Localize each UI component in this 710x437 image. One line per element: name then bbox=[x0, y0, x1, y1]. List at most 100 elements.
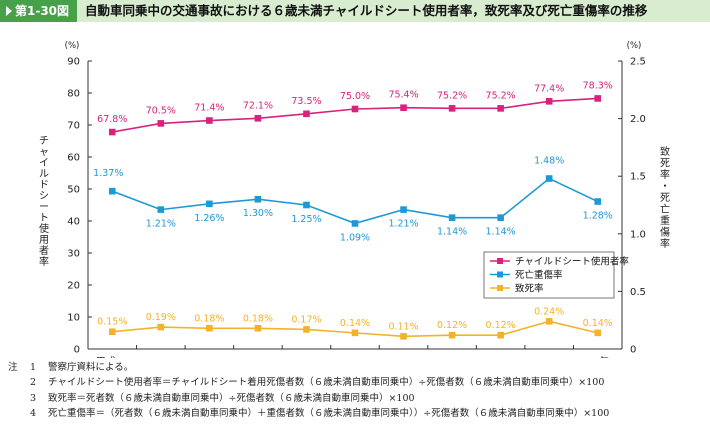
left-axis-title: チャイルドシート使用者率 bbox=[39, 135, 49, 268]
note-text: 警察庁資料による。 bbox=[48, 362, 134, 373]
data-label: 0.18% bbox=[243, 313, 273, 324]
data-label: 75.4% bbox=[388, 90, 418, 101]
data-point bbox=[497, 331, 504, 339]
left-tick-label: 70 bbox=[67, 121, 80, 132]
left-tick-label: 60 bbox=[67, 153, 80, 164]
right-tick-label: 2.0 bbox=[630, 114, 646, 125]
data-point bbox=[108, 128, 116, 136]
data-label: 0.12% bbox=[437, 320, 467, 331]
data-label: 0.18% bbox=[194, 313, 224, 324]
data-point bbox=[108, 187, 116, 195]
data-label: 1.26% bbox=[194, 213, 224, 224]
data-point bbox=[254, 324, 262, 332]
data-point bbox=[594, 329, 602, 337]
figure-header: 第1-30図 自動車同乗中の交通事故における６歳未満チャイルドシート使用者率，致… bbox=[0, 0, 710, 22]
right-tick-label: 1.0 bbox=[630, 229, 646, 240]
data-point bbox=[206, 117, 213, 124]
data-point bbox=[108, 328, 116, 336]
note-number: 1 bbox=[30, 362, 37, 373]
chart-axes: 0 10 20 30 40 50 60 70 80 90 0 0.5 1.0 1.5 2.0 2.5 平成20 2… bbox=[39, 41, 670, 358]
data-label: 1.30% bbox=[243, 208, 273, 219]
data-label: 0.19% bbox=[146, 312, 176, 323]
data-point bbox=[594, 95, 602, 102]
data-label: 1.09% bbox=[340, 232, 370, 243]
note-item-4: 4 死亡重傷率＝（死者数（６歳未満自動車同乗中）＋重傷者数（６歳未満自動車同乗中）… bbox=[8, 406, 609, 421]
x-tick-label: 25 bbox=[349, 357, 362, 358]
data-label: 0.24% bbox=[534, 306, 564, 317]
data-point bbox=[157, 323, 165, 331]
right-tick-label: 1.5 bbox=[630, 172, 646, 183]
note-text: 死亡重傷率＝（死者数（６歳未満自動車同乗中）＋重傷者数（６歳未満自動車同乗中））… bbox=[48, 408, 610, 420]
right-axis-unit: (%) bbox=[627, 41, 642, 51]
legend-label: 致死率 bbox=[515, 283, 544, 295]
right-tick-label: 2.5 bbox=[630, 57, 646, 68]
data-point bbox=[206, 324, 213, 332]
left-tick-label: 80 bbox=[67, 89, 80, 100]
left-tick-label: 90 bbox=[67, 57, 80, 68]
data-label: 0.12% bbox=[486, 320, 516, 331]
legend-marker bbox=[497, 285, 503, 291]
data-point bbox=[545, 175, 553, 182]
data-label: 67.8% bbox=[97, 114, 127, 125]
legend-label: チャイルドシート使用者率 bbox=[515, 256, 629, 268]
data-label: 73.5% bbox=[291, 96, 321, 107]
note-text: 致死率＝死者数（６歳未満自動車同乗中）÷死傷者数（６歳未満自動車同乗中）×100 bbox=[48, 392, 415, 404]
data-point bbox=[254, 114, 262, 122]
data-label: 1.21% bbox=[388, 219, 418, 230]
data-label: 1.48% bbox=[534, 156, 564, 167]
triangle-icon bbox=[6, 6, 12, 16]
data-point bbox=[351, 329, 359, 337]
data-label: 1.14% bbox=[486, 227, 516, 238]
data-point bbox=[594, 198, 602, 205]
data-label: 75.2% bbox=[486, 90, 516, 101]
data-label: 0.11% bbox=[388, 321, 418, 332]
x-tick-label: 26 bbox=[397, 357, 410, 358]
series-line bbox=[112, 97, 598, 133]
left-tick-label: 40 bbox=[67, 217, 80, 228]
data-point bbox=[303, 201, 310, 209]
x-tick-label: 23 bbox=[252, 357, 265, 358]
x-tick-label: 21 bbox=[154, 357, 167, 358]
right-axis-title: 致死率・死亡重傷率 bbox=[660, 145, 670, 250]
line-chart: 0 10 20 30 40 50 60 70 80 90 0 0.5 1.0 1.5 2.0 2.5 平成20 2… bbox=[39, 41, 670, 358]
left-axis-unit: (%) bbox=[65, 41, 80, 51]
data-point bbox=[157, 120, 165, 127]
right-tick-label: 0 bbox=[630, 345, 636, 356]
notes-heading: 注 bbox=[8, 362, 18, 373]
figure-title: 自動車同乗中の交通事故における６歳未満チャイルドシート使用者率，致死率及び死亡重… bbox=[85, 3, 648, 18]
data-point bbox=[351, 105, 359, 113]
legend-marker bbox=[497, 258, 503, 264]
data-label: 1.25% bbox=[291, 214, 321, 225]
note-number: 2 bbox=[30, 377, 37, 389]
data-point bbox=[303, 326, 310, 333]
x-tick-label: 27 bbox=[446, 357, 459, 358]
note-item-3: 3 致死率＝死者数（６歳未満自動車同乗中）÷死傷者数（６歳未満自動車同乗中）×10… bbox=[8, 391, 609, 406]
data-point bbox=[448, 214, 456, 221]
data-label: 1.28% bbox=[583, 211, 613, 222]
right-tick-label: 0.5 bbox=[630, 287, 646, 298]
x-tick-label: 29 bbox=[543, 357, 556, 358]
data-label: 70.5% bbox=[146, 105, 176, 116]
data-point bbox=[351, 220, 359, 227]
note-number: 4 bbox=[30, 408, 37, 420]
left-tick-label: 50 bbox=[67, 185, 80, 196]
left-tick-label: 20 bbox=[67, 281, 80, 292]
data-label: 1.37% bbox=[93, 168, 123, 179]
notes-section: 注 1 警察庁資料による。 2 チャイルドシート使用者率＝チャイルドシート着用死傷者数… bbox=[8, 360, 609, 422]
data-label: 71.4% bbox=[194, 103, 224, 114]
left-tick-label: 30 bbox=[67, 249, 80, 260]
data-label: 1.21% bbox=[146, 219, 176, 230]
data-point bbox=[448, 105, 456, 112]
data-label: 75.0% bbox=[340, 91, 370, 102]
data-point bbox=[497, 105, 504, 112]
series-line bbox=[111, 177, 599, 225]
data-point bbox=[206, 200, 213, 208]
data-label: 0.17% bbox=[291, 314, 321, 325]
data-point bbox=[545, 318, 553, 325]
x-tick-label: 平成20 bbox=[96, 356, 129, 358]
data-point bbox=[400, 333, 407, 340]
x-tick-label: 30年 bbox=[586, 355, 609, 358]
data-label: 1.14% bbox=[437, 227, 467, 238]
legend-marker bbox=[497, 271, 503, 278]
